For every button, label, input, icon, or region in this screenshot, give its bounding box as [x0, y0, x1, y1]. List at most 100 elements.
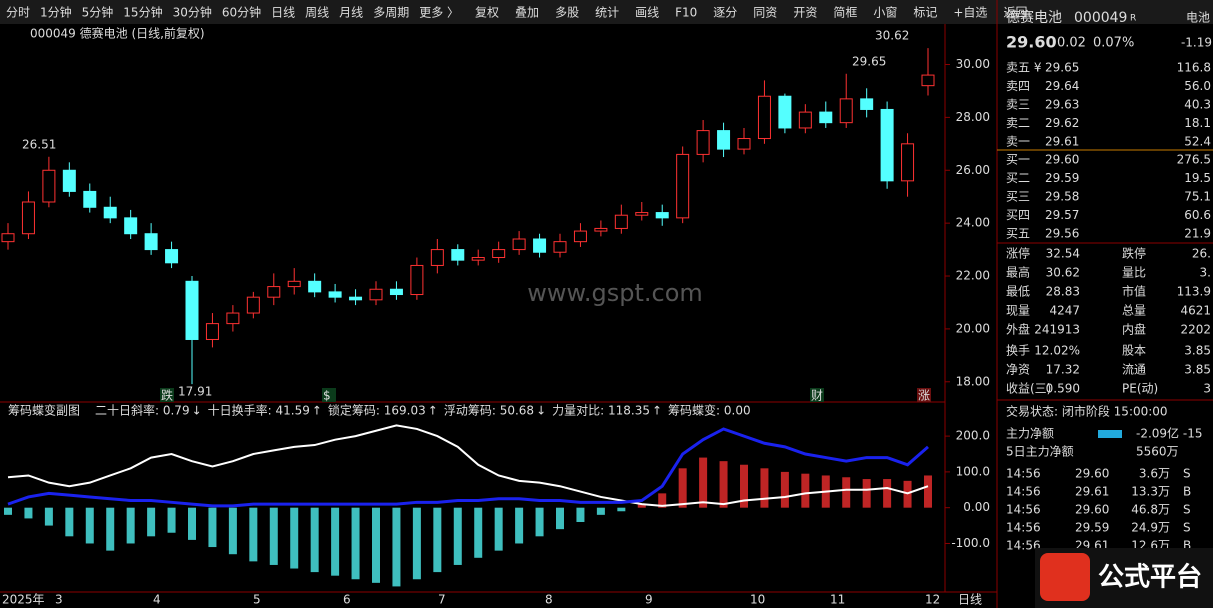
toolbar-button[interactable]: 15分钟	[123, 5, 162, 20]
candle-body	[798, 111, 812, 129]
histogram-bar	[658, 493, 667, 508]
toolbar-button[interactable]: 画线	[635, 6, 659, 20]
x-label: 10	[750, 593, 765, 607]
candle-body	[83, 190, 97, 208]
price-annotation: 26.51	[22, 137, 56, 151]
flow-bar	[1098, 430, 1122, 438]
indicator-legend: 筹码蝶变: 0.00	[668, 403, 751, 418]
indicator-title: 筹码蝶变副图	[8, 403, 80, 418]
indicator-legend: ↑	[428, 404, 438, 418]
candle-body	[42, 169, 56, 203]
book-label: 卖四	[1006, 79, 1030, 93]
histogram-bar	[433, 507, 442, 573]
stat-label: 总量	[1122, 304, 1146, 318]
toolbar-button[interactable]: 标记	[913, 6, 937, 20]
toolbar-button[interactable]: 1分钟	[40, 5, 72, 20]
toolbar-button[interactable]: +自选	[953, 6, 987, 20]
toolbar-button[interactable]: 逐分	[713, 6, 737, 20]
side-tab[interactable]: 电池	[1186, 11, 1210, 25]
candle-body	[165, 249, 179, 264]
event-badge	[810, 388, 824, 402]
book-volume: 21.9	[1184, 227, 1211, 241]
candle-body	[717, 130, 731, 150]
candle-body	[492, 249, 506, 259]
book-label: 买二	[1006, 171, 1030, 185]
stat-value: 3	[1203, 382, 1211, 396]
book-price: 29.58	[1045, 190, 1079, 204]
event-label: 涨	[918, 388, 930, 403]
stat-label: PE(动)	[1122, 382, 1158, 396]
x-label: 日线	[958, 593, 982, 607]
x-label: 2025年	[2, 593, 45, 607]
toolbar-button[interactable]: 开资	[793, 6, 817, 20]
candle-body	[635, 212, 649, 216]
histogram-bar	[24, 507, 33, 519]
toolbar-button[interactable]: 周线	[305, 6, 329, 20]
histogram-bar	[188, 507, 196, 540]
toolbar-button[interactable]: 5分钟	[82, 5, 114, 20]
histogram-bar	[576, 507, 585, 522]
stat-label: 最低	[1006, 285, 1030, 299]
histogram-bar	[351, 507, 360, 580]
toolbar-button[interactable]: 复权	[475, 6, 499, 20]
stock-name: 德赛电池	[1006, 10, 1062, 26]
logo-text: 公式平台	[1098, 562, 1202, 593]
histogram-bar	[228, 507, 237, 555]
trade-side: S	[1183, 503, 1191, 517]
toolbar-button[interactable]: 返回	[1003, 6, 1027, 20]
toolbar-button[interactable]: F10	[675, 6, 697, 20]
indicator-legend: ↓	[536, 404, 546, 418]
histogram-bar	[883, 479, 892, 508]
trade-time: 14:56	[1006, 485, 1041, 499]
toolbar-button[interactable]: 60分钟	[222, 5, 261, 20]
trade-time: 14:56	[1006, 503, 1041, 517]
stat-label: 量比	[1122, 266, 1146, 280]
toolbar-button[interactable]: 多周期	[373, 6, 409, 20]
toolbar-button[interactable]: 更多 〉	[419, 6, 459, 20]
book-label: 卖二	[1006, 116, 1030, 130]
trade-price: 29.61	[1075, 485, 1109, 499]
toolbar-button[interactable]: 叠加	[515, 6, 539, 20]
stat-value: 30.62	[1046, 266, 1080, 280]
toolbar-button[interactable]: 小窗	[873, 6, 897, 20]
flow-value: 5560万	[1136, 445, 1179, 459]
histogram-bar	[535, 507, 544, 537]
candle-body	[921, 74, 935, 87]
trade-volume: 24.9万	[1131, 521, 1170, 535]
indicator-legend: ↑	[652, 404, 662, 418]
candle-body	[430, 249, 444, 266]
toolbar-button[interactable]: 日线	[271, 6, 295, 20]
book-price: 29.65	[1045, 61, 1079, 75]
y-tick-label: 22.00	[956, 269, 990, 283]
indicator-legend: 锁定筹码: 169.03	[328, 403, 426, 418]
histogram-bar	[862, 479, 871, 508]
toolbar-button[interactable]: 简框	[833, 6, 857, 20]
toolbar-button[interactable]: 多股	[555, 6, 579, 20]
indicator-line	[7, 427, 929, 508]
logo-icon	[1040, 553, 1090, 601]
candle-body	[62, 169, 76, 192]
histogram-bar	[842, 477, 851, 508]
candle-body	[328, 291, 342, 298]
stat-label: 内盘	[1122, 322, 1146, 337]
y-tick-label: 100.0	[956, 464, 990, 478]
candle-body	[757, 95, 771, 140]
toolbar-button[interactable]: 同资	[753, 6, 777, 20]
stat-value: 3.85	[1184, 363, 1211, 377]
toolbar-button[interactable]: 统计	[595, 6, 619, 20]
x-label: 7	[438, 593, 446, 607]
stat-value: 26.	[1192, 247, 1211, 261]
candle-body	[594, 227, 608, 232]
stat-label: 现量	[1006, 304, 1030, 318]
toolbar-button[interactable]: 30分钟	[173, 5, 212, 20]
candle-body	[410, 264, 424, 296]
histogram-bar	[372, 507, 380, 583]
histogram-bar	[392, 507, 401, 587]
stat-value: 4247	[1049, 304, 1080, 318]
book-label: 卖五 ¥	[1006, 61, 1042, 75]
toolbar-button[interactable]: 月线	[339, 6, 363, 20]
toolbar-button[interactable]: 分时	[6, 6, 30, 20]
trade-volume: 3.6万	[1139, 467, 1170, 481]
book-volume: 52.4	[1184, 135, 1211, 149]
book-volume: 60.6	[1184, 208, 1211, 222]
